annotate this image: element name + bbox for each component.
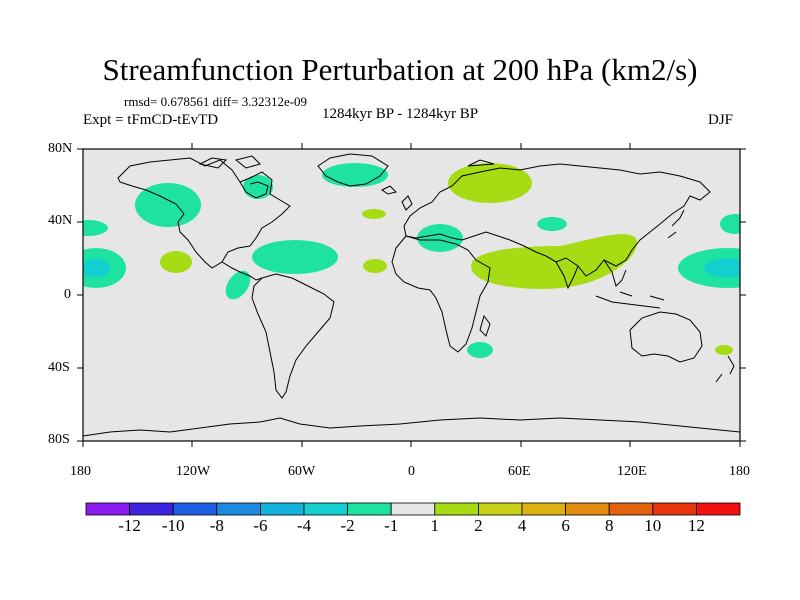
contour-neg-east-pacific xyxy=(225,270,251,300)
contour-pos-north-pacific xyxy=(160,251,192,273)
lon-tick-0: 0 xyxy=(408,464,415,479)
colorbar-box xyxy=(652,502,697,516)
contour-neg-west-tropics xyxy=(83,248,126,288)
contour-pos-siberia xyxy=(448,163,532,203)
contour-neg-central-asia xyxy=(537,217,567,231)
streamfunction-contours xyxy=(83,153,740,437)
lon-tick-180w: 180 xyxy=(70,464,91,479)
lat-tick-40s: 40S xyxy=(48,360,70,375)
colorbar-label: 10 xyxy=(644,516,662,535)
contour-neg-east-tropics xyxy=(678,248,740,288)
colorbar-label: 6 xyxy=(561,516,570,535)
colorbar-box xyxy=(347,502,392,516)
colorbar-box xyxy=(172,502,218,516)
plot-title: Streamfunction Perturbation at 200 hPa (… xyxy=(102,52,698,87)
colorbar-box xyxy=(565,502,610,516)
colorbar-box xyxy=(608,502,654,516)
contour-neg-west-pacific-40n xyxy=(720,214,740,234)
colorbar-label: -10 xyxy=(161,516,185,535)
colorbar-box xyxy=(390,502,436,516)
colorbar-label: -12 xyxy=(118,516,141,535)
contour-neg-greenland xyxy=(322,163,388,187)
colorbar-box xyxy=(303,502,348,516)
colorbar-box xyxy=(434,502,479,516)
contour-neg-mediterranean xyxy=(417,224,463,252)
lat-tick-80n: 80N xyxy=(48,141,73,156)
colorbar-label: 1 xyxy=(430,516,440,535)
colorbar-label: -1 xyxy=(384,516,399,535)
stats-label: rmsd= 0.678561 diff= 3.32312e-09 xyxy=(124,94,308,109)
colorbar-label: 8 xyxy=(604,516,614,535)
colorbar-label: -4 xyxy=(296,516,312,535)
colorbar-box xyxy=(521,502,566,516)
colorbar-label: 2 xyxy=(474,516,483,535)
lon-tick-120w: 120W xyxy=(176,464,211,479)
colorbar-box xyxy=(259,502,305,516)
colorbar-label: -2 xyxy=(340,516,355,535)
contour-pos-west-africa xyxy=(363,259,387,273)
contour-neg-dateline-40n xyxy=(83,220,108,236)
contour-pos-tasman xyxy=(715,345,733,355)
colorbar-box xyxy=(216,502,261,516)
contour-neg-nepacific xyxy=(135,183,201,227)
colorbar xyxy=(85,502,741,516)
lon-tick-60w: 60W xyxy=(288,464,316,479)
contour-neg-caribbean xyxy=(252,240,338,274)
lon-tick-60e: 60E xyxy=(508,464,531,479)
lat-ticks xyxy=(77,148,746,442)
lat-tick-80s: 80S xyxy=(48,432,70,447)
contour-pos-north-atlantic xyxy=(362,209,386,219)
contour-neg-hudson xyxy=(243,175,273,199)
colorbar-box xyxy=(85,502,130,516)
lon-tick-120e: 120E xyxy=(617,464,647,479)
experiment-label: Expt = tFmCD-tEvTD xyxy=(83,112,219,128)
lat-tick-40n: 40N xyxy=(48,213,73,228)
contour-pos-indian-ocean xyxy=(471,234,637,289)
colorbar-box xyxy=(129,502,174,516)
lat-tick-0: 0 xyxy=(64,287,71,302)
lon-tick-180e: 180 xyxy=(729,464,750,479)
colorbar-label: 12 xyxy=(687,516,705,535)
colorbar-label: -8 xyxy=(209,516,224,535)
lon-ticks xyxy=(82,143,741,447)
colorbar-label: 4 xyxy=(517,516,527,535)
colorbar-box xyxy=(477,502,523,516)
colorbar-label: -6 xyxy=(253,516,268,535)
colorbar-box xyxy=(696,502,741,516)
season-label: DJF xyxy=(708,112,734,128)
contour-neg-south-africa xyxy=(467,342,493,358)
coastlines xyxy=(83,153,740,437)
period-label: 1284kyr BP - 1284kyr BP xyxy=(322,106,479,122)
